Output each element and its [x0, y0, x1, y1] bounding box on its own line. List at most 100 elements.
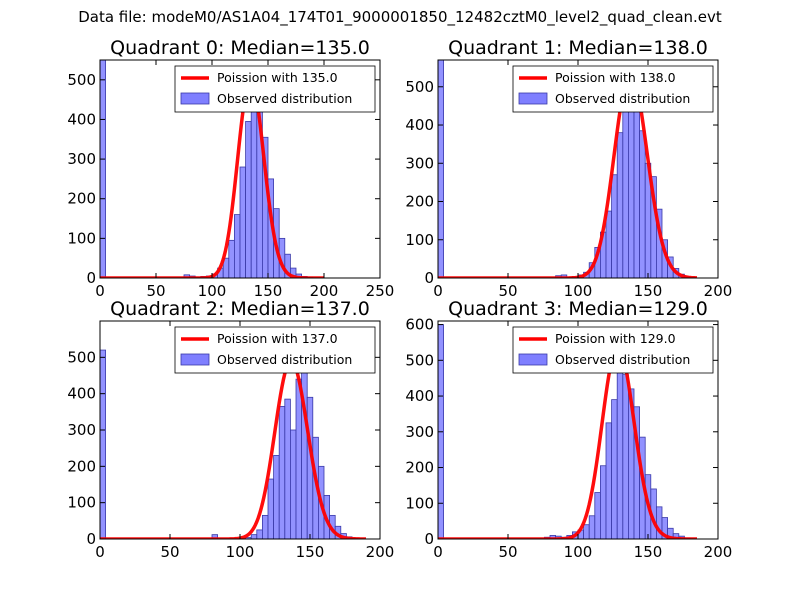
- y-tick-label: 400: [67, 385, 96, 403]
- histogram-bar: [594, 492, 601, 539]
- histogram-bar: [239, 166, 246, 278]
- histogram-bar: [228, 239, 235, 278]
- axes-frame: [99, 59, 381, 279]
- y-tick-label: 500: [67, 71, 96, 89]
- x-tick-label: 50: [146, 282, 165, 300]
- histogram-bar: [611, 399, 618, 539]
- x-tick-label: 100: [564, 543, 593, 561]
- histogram-bar: [438, 60, 444, 278]
- y-tick-label: 300: [405, 154, 434, 172]
- y-tick-label: 500: [405, 78, 434, 96]
- x-tick-label: 150: [634, 282, 663, 300]
- y-tick-label: 600: [405, 316, 434, 334]
- y-tick-label: 300: [405, 423, 434, 441]
- legend-label-observed: Observed distribution: [217, 352, 352, 367]
- legend-label-poisson: Poission with 138.0: [555, 70, 676, 85]
- x-tick-label: 150: [634, 543, 663, 561]
- histogram-bar: [256, 529, 263, 539]
- histogram-bar: [100, 60, 106, 278]
- histogram-bar: [233, 214, 241, 278]
- legend-label-poisson: Poission with 137.0: [217, 331, 338, 346]
- x-tick-label: 200: [366, 543, 395, 561]
- panel-title: Quadrant 2: Median=137.0: [110, 298, 370, 320]
- x-tick-label: 50: [498, 543, 517, 561]
- histogram-bar: [600, 465, 607, 539]
- histogram-bar: [250, 97, 258, 278]
- histogram-bar: [289, 267, 297, 278]
- y-tick-label: 500: [405, 351, 434, 369]
- y-tick-label: 100: [67, 229, 96, 247]
- x-tick-label: 200: [310, 282, 339, 300]
- histogram-bar: [211, 534, 218, 539]
- x-tick-label: 0: [433, 282, 443, 300]
- histogram-bar: [289, 429, 297, 539]
- y-tick-label: 100: [405, 231, 434, 249]
- x-tick-label: 250: [366, 282, 395, 300]
- histogram-bar: [588, 515, 596, 539]
- legend-label-observed: Observed distribution: [555, 352, 690, 367]
- legend-bar-swatch: [518, 353, 548, 366]
- y-tick-label: 200: [405, 459, 434, 477]
- histogram-bar: [284, 398, 291, 539]
- x-tick-label: 150: [254, 282, 283, 300]
- y-tick-label: 400: [405, 116, 434, 134]
- histogram-bar: [284, 253, 291, 278]
- x-tick-label: 50: [160, 543, 179, 561]
- histogram-bar: [611, 174, 618, 278]
- legend-label-poisson: Poission with 135.0: [217, 70, 338, 85]
- histogram-bar: [245, 121, 252, 278]
- panel-quadrant-0: 0 50 100 150 200 250 0 100 200 300 400 500 Quadrant …: [67, 37, 394, 300]
- y-tick-label: 0: [86, 530, 96, 548]
- y-tick-label: 500: [67, 348, 96, 366]
- x-tick-label: 0: [95, 282, 105, 300]
- y-tick-label: 200: [405, 193, 434, 211]
- panel-quadrant-3: 0 50 100 150 200 0 100 200 300 400 500 600 Quadrant …: [405, 298, 732, 561]
- histogram-bar: [306, 396, 314, 539]
- y-tick-label: 0: [424, 530, 434, 548]
- legend: Poission with 138.0 Observed distribution: [512, 65, 714, 113]
- y-tick-label: 100: [67, 494, 96, 512]
- histogram-bar: [273, 455, 280, 539]
- y-tick-label: 200: [67, 190, 96, 208]
- histogram-bar: [100, 349, 106, 539]
- panel-title: Quadrant 3: Median=129.0: [448, 298, 708, 320]
- legend: Poission with 137.0 Observed distribution: [174, 326, 376, 374]
- y-tick-label: 400: [405, 387, 434, 405]
- legend-label-poisson: Poission with 129.0: [555, 331, 676, 346]
- legend-label-observed: Observed distribution: [217, 91, 352, 106]
- y-tick-label: 100: [405, 494, 434, 512]
- histogram-bar: [622, 90, 629, 278]
- x-tick-label: 0: [95, 543, 105, 561]
- histogram-bar: [278, 405, 286, 539]
- panel-title: Quadrant 1: Median=138.0: [448, 37, 708, 59]
- legend: Poission with 129.0 Observed distribution: [512, 326, 714, 374]
- y-tick-label: 300: [67, 421, 96, 439]
- x-tick-label: 100: [564, 282, 593, 300]
- x-tick-label: 200: [704, 543, 733, 561]
- histogram-bar: [295, 378, 302, 539]
- y-tick-label: 300: [67, 150, 96, 168]
- x-tick-label: 150: [296, 543, 325, 561]
- x-tick-label: 0: [433, 543, 443, 561]
- histogram-bar: [267, 478, 274, 539]
- poisson-curve: [438, 344, 698, 539]
- y-tick-label: 0: [424, 269, 434, 287]
- panel-title: Quadrant 0: Median=135.0: [110, 37, 370, 59]
- legend-bar-swatch: [180, 353, 210, 366]
- histogram-bar: [633, 94, 640, 278]
- histogram-bar: [622, 374, 629, 539]
- histogram-bar: [616, 132, 624, 278]
- panel-quadrant-2: 0 50 100 150 200 0 100 200 300 400 500 Quadrant 2: …: [67, 298, 394, 561]
- x-tick-label: 200: [704, 282, 733, 300]
- legend-bar-swatch: [518, 92, 548, 105]
- histogram-bar: [250, 534, 258, 539]
- histogram-bar: [639, 130, 646, 278]
- x-tick-label: 100: [198, 282, 227, 300]
- histogram-bar: [261, 514, 269, 539]
- legend-bar-swatch: [180, 92, 210, 105]
- figure-suptitle: Data file: modeM0/AS1A04_174T01_90000018…: [78, 8, 722, 26]
- histogram-bar: [605, 422, 612, 539]
- histogram-bar: [583, 524, 590, 539]
- legend-label-observed: Observed distribution: [555, 91, 690, 106]
